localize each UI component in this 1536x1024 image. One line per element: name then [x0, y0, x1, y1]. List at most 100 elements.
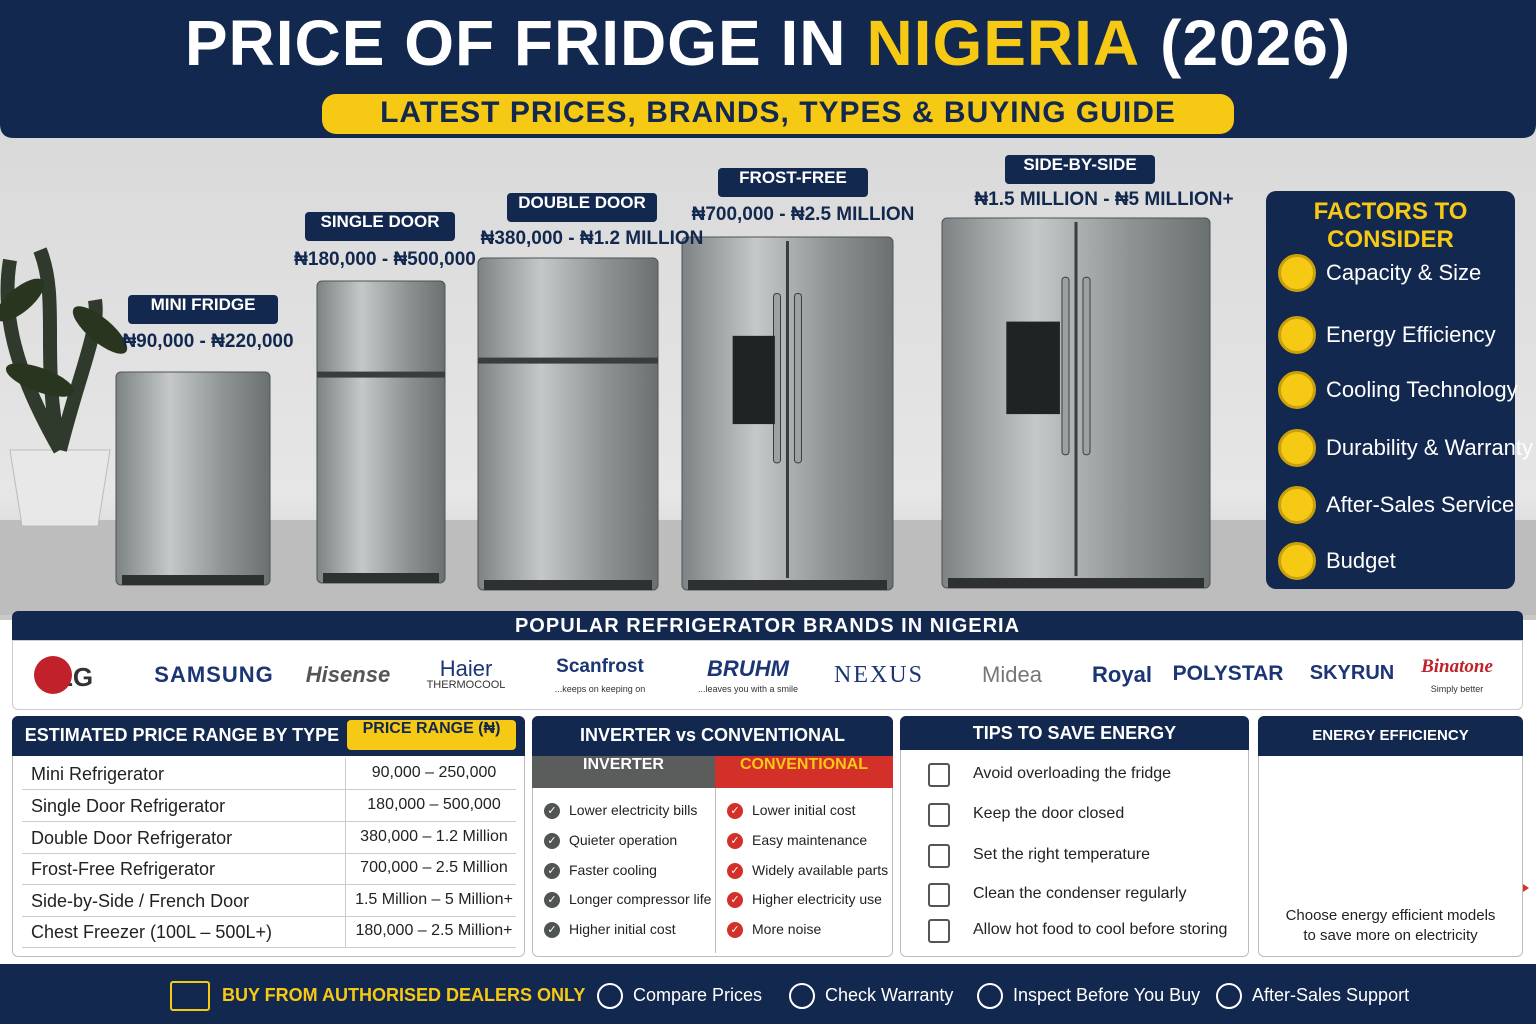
- energy-class: B: [1300, 780, 1310, 795]
- price-title: ESTIMATED PRICE RANGE BY TYPE: [24, 725, 340, 745]
- factor-icon: [1278, 316, 1316, 354]
- fridge-price: ₦380,000 - ₦1.2 MILLION: [480, 228, 704, 249]
- brand-name: BRUHM: [707, 656, 789, 681]
- tip-icon: [928, 803, 950, 827]
- brand-tagline: ...leaves you with a smile: [697, 684, 799, 694]
- factors-title: FACTORS TO CONSIDER: [1313, 198, 1468, 253]
- row-type: Double Door Refrigerator: [31, 828, 233, 848]
- column-divider: [345, 758, 346, 948]
- energy-class: A: [1300, 760, 1310, 775]
- title-part: PRICE OF FRIDGE IN: [184, 7, 847, 79]
- fridge-type: SIDE-BY-SIDE: [1005, 155, 1155, 184]
- tips-header-bar: [900, 716, 1249, 750]
- compare-subhead: INVERTER: [532, 756, 715, 788]
- row-type: Chest Freezer (100L – 500L+): [31, 922, 272, 942]
- brand-name: POLYSTAR: [1172, 662, 1284, 685]
- footer-icon: [597, 983, 623, 1009]
- factor-label: Capacity & Size: [1326, 260, 1482, 285]
- footer-icon: [789, 983, 815, 1009]
- price-column-head: PRICE RANGE (₦): [347, 720, 516, 750]
- brand-tagline: Simply better: [1430, 684, 1484, 694]
- brand-name: NEXUS: [833, 662, 924, 688]
- energy-class: G: [1300, 880, 1311, 895]
- row-type: Frost-Free Refrigerator: [31, 859, 216, 879]
- row-price: 180,000 – 2.5 Million+: [355, 922, 513, 939]
- factor-label: Energy Efficiency: [1326, 322, 1496, 347]
- check-icon: ✓: [544, 803, 560, 819]
- factor-icon: [1278, 542, 1316, 580]
- lg-logo: [34, 656, 72, 694]
- fridge-base: [484, 580, 652, 590]
- check-icon: ✓: [544, 862, 560, 879]
- row-divider: [22, 789, 516, 790]
- row-type: Side-by-Side / French Door: [31, 891, 250, 911]
- energy-note: Choose energy efficient models: [1285, 907, 1496, 924]
- tips-title: TIPS TO SAVE ENERGY: [972, 723, 1177, 743]
- row-type: Single Door Refrigerator: [31, 796, 226, 816]
- row-divider: [22, 853, 516, 854]
- energy-class: E: [1300, 840, 1309, 855]
- fridge-base: [688, 580, 887, 590]
- factor-label: Budget: [1326, 548, 1396, 573]
- water-dispenser: [1006, 321, 1060, 415]
- compare-item: Quieter operation: [569, 831, 678, 848]
- footer-item: Compare Prices: [633, 985, 763, 1005]
- fridge-base: [948, 578, 1204, 588]
- footer-icon: [977, 983, 1003, 1009]
- compare-divider: [715, 788, 716, 953]
- compare-item: Lower initial cost: [752, 802, 856, 818]
- compare-item: Widely available parts: [752, 861, 889, 878]
- factor-icon: [1278, 254, 1316, 292]
- factor-label: Durability & Warranty: [1326, 435, 1534, 460]
- tip-text: Clean the condenser regularly: [973, 885, 1187, 902]
- factor-icon: [1278, 429, 1316, 467]
- row-divider: [22, 884, 516, 885]
- compare-item: Longer compressor life: [569, 891, 712, 908]
- brand-name: Haier: [439, 656, 493, 681]
- brands-title: POPULAR REFRIGERATOR BRANDS IN NIGERIA: [514, 615, 1021, 637]
- row-divider: [22, 947, 516, 948]
- check-icon: ✓: [544, 832, 560, 849]
- compare-item: Easy maintenance: [752, 831, 868, 848]
- row-price: 180,000 – 500,000: [367, 796, 501, 813]
- fridge-body: [477, 257, 659, 591]
- tip-icon: [928, 919, 950, 943]
- water-dispenser: [732, 335, 775, 425]
- tip-text: Keep the door closed: [973, 805, 1125, 822]
- check-icon: ✓: [544, 922, 560, 939]
- check-icon: ✓: [727, 862, 743, 879]
- brand-name: SKYRUN: [1309, 662, 1395, 684]
- footer-item: Check Warranty: [825, 985, 954, 1005]
- tips-panel: [900, 716, 1249, 957]
- energy-panel: [1258, 716, 1523, 957]
- tip-text: Allow hot food to cool before storing: [973, 921, 1228, 938]
- brand-tagline: ...keeps on keeping on: [554, 684, 646, 694]
- brand-name: Royal: [1092, 662, 1152, 687]
- check-icon: ✓: [727, 832, 743, 849]
- title-part: (2026): [1160, 7, 1352, 79]
- row-type: Mini Refrigerator: [31, 764, 165, 784]
- brands-box: [12, 640, 1523, 710]
- row-price: 1.5 Million – 5 Million+: [355, 891, 513, 908]
- fridge-price: ₦180,000 - ₦500,000: [294, 249, 476, 270]
- footer-icon: [1216, 983, 1242, 1009]
- factor-icon: [1278, 371, 1316, 409]
- brand-name: Scanfrost: [556, 656, 644, 677]
- tip-text: Avoid overloading the fridge: [973, 765, 1172, 782]
- brand-tagline: THERMOCOOL: [426, 679, 506, 691]
- fridge-split: [317, 371, 445, 378]
- fridge-handle: [1061, 276, 1070, 456]
- energy-note: to save more on electricity: [1303, 927, 1478, 944]
- fridge-body: [316, 280, 446, 584]
- fridge-price: ₦90,000 - ₦220,000: [122, 331, 294, 352]
- check-icon: ✓: [727, 892, 743, 909]
- subtitle-pill: [322, 94, 1234, 134]
- tip-text: Set the right temperature: [973, 846, 1150, 863]
- row-price: 380,000 – 1.2 Million: [360, 828, 508, 845]
- compare-subhead: CONVENTIONAL: [715, 756, 893, 788]
- brands-title-bar: [12, 611, 1523, 641]
- energy-header-bar: [1258, 716, 1523, 756]
- brand-name: Hisense: [305, 662, 391, 687]
- factor-icon: [1278, 486, 1316, 524]
